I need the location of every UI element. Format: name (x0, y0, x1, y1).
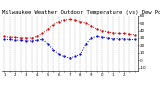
Text: Milwaukee Weather Outdoor Temperature (vs) Dew Point (Last 24 Hours): Milwaukee Weather Outdoor Temperature (v… (2, 10, 160, 15)
